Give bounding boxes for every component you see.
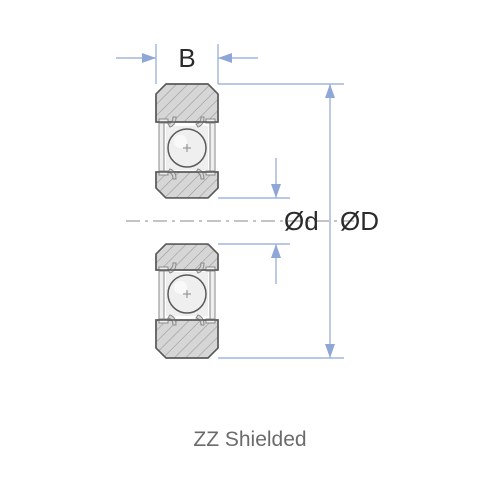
svg-text:B: B [178, 43, 195, 73]
caption: ZZ Shielded [0, 428, 500, 452]
bearing-cross-section-svg: B Ød ØD [0, 0, 500, 500]
svg-text:ØD: ØD [340, 206, 379, 236]
diagram-stage: B Ød ØD ZZ Shielded [0, 0, 500, 500]
svg-text:Ød: Ød [284, 206, 319, 236]
